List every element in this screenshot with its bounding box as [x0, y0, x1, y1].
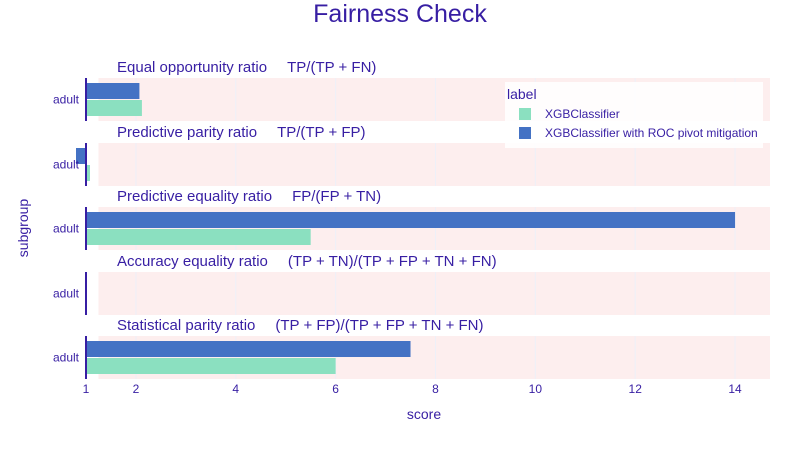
legend-item[interactable]: XGBClassifier — [519, 107, 620, 121]
red-zone-right — [98, 272, 771, 315]
legend-title: label — [507, 86, 537, 102]
bar-base[interactable] — [85, 358, 336, 374]
x-tick-label: 10 — [529, 382, 543, 396]
x-axis-title: score — [407, 406, 441, 422]
category-label: adult — [53, 351, 80, 365]
panel-4: adult Accuracy equality ratio (TP + TN)/(T… — [53, 253, 771, 315]
legend-box — [505, 82, 763, 148]
panel-5: adult Statistical parity ratio (TP + FP)/(… — [53, 317, 771, 379]
category-label: adult — [53, 287, 80, 301]
category-label: adult — [53, 93, 80, 107]
legend-label: XGBClassifier — [545, 107, 620, 121]
bar-mitigated[interactable] — [85, 212, 736, 228]
bar-mitigated[interactable] — [85, 83, 140, 99]
metric-name: Equal opportunity ratio — [117, 59, 267, 76]
metric-formula: TP/(TP + FN) — [287, 59, 376, 76]
legend[interactable]: label XGBClassifier XGBClassifier with ROC… — [505, 82, 763, 148]
legend-swatch — [519, 127, 531, 139]
panels-layer: adult Equal opportunity ratio TP/(TP + FN)… — [53, 59, 771, 379]
legend-swatch — [519, 108, 531, 120]
x-tick-label: 6 — [332, 382, 339, 396]
bar-base[interactable] — [85, 100, 142, 116]
panel-title: Statistical parity ratio (TP + FP)/(TP + … — [117, 317, 484, 334]
chart-title: Fairness Check — [313, 0, 487, 28]
metric-name: Predictive parity ratio — [117, 124, 257, 141]
metric-formula: FP/(FP + TN) — [292, 188, 381, 205]
panel-title: Equal opportunity ratio TP/(TP + FN) — [117, 59, 376, 76]
bar-base[interactable] — [85, 229, 311, 245]
category-label: adult — [53, 158, 80, 172]
panel-2: adult Predictive parity ratio TP/(TP + FP) — [53, 124, 771, 186]
x-tick-label: 1 — [83, 382, 90, 396]
legend-label: XGBClassifier with ROC pivot mitigation — [545, 126, 758, 140]
metric-formula: (TP + TN)/(TP + FP + TN + FN) — [288, 253, 497, 270]
panel-title: Predictive parity ratio TP/(TP + FP) — [117, 124, 366, 141]
metric-name: Predictive equality ratio — [117, 188, 272, 205]
metric-formula: TP/(TP + FP) — [277, 124, 365, 141]
bar-base[interactable] — [85, 165, 90, 181]
legend-item[interactable]: XGBClassifier with ROC pivot mitigation — [519, 126, 758, 140]
panel-title: Predictive equality ratio FP/(FP + TN) — [117, 188, 381, 205]
x-tick-label: 12 — [629, 382, 643, 396]
bar-mitigated[interactable] — [85, 341, 411, 357]
x-tick-label: 14 — [728, 382, 742, 396]
panel-3: adult Predictive equality ratio FP/(FP + T… — [53, 188, 771, 250]
x-tick-label: 8 — [432, 382, 439, 396]
x-axis: 1 2 4 6 8 10 12 14 — [83, 382, 742, 396]
panel-title: Accuracy equality ratio (TP + TN)/(TP + F… — [117, 253, 497, 270]
x-tick-label: 4 — [232, 382, 239, 396]
metric-name: Accuracy equality ratio — [117, 253, 268, 270]
x-tick-label: 2 — [133, 382, 140, 396]
red-zone-right — [98, 143, 771, 186]
metric-name: Statistical parity ratio — [117, 317, 255, 334]
y-axis-title: subgroup — [15, 199, 31, 258]
category-label: adult — [53, 222, 80, 236]
bar-mitigated[interactable] — [76, 148, 86, 164]
metric-formula: (TP + FP)/(TP + FP + TN + FN) — [275, 317, 483, 334]
